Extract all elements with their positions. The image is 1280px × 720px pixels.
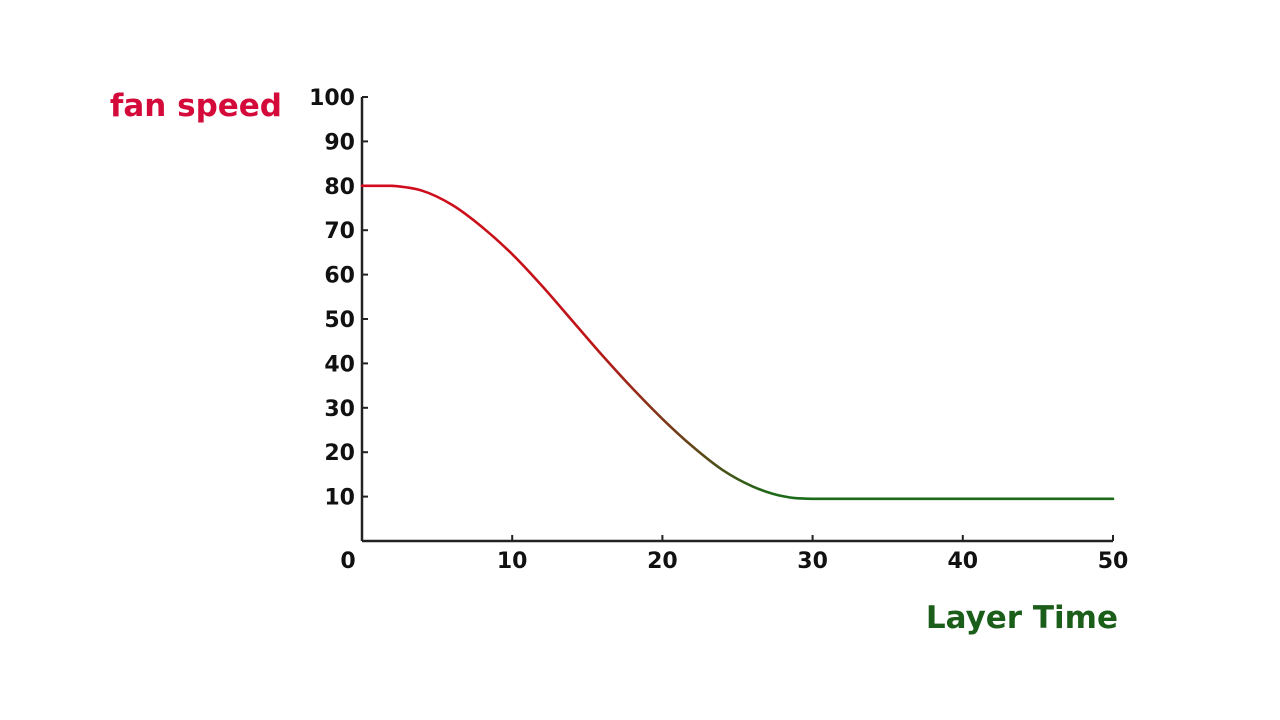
y-tick-label: 20 bbox=[324, 441, 355, 466]
y-axis-title: fan speed bbox=[110, 88, 282, 124]
y-tick-label: 90 bbox=[324, 130, 355, 155]
x-tick-label: 40 bbox=[947, 549, 978, 574]
y-tick-label: 100 bbox=[309, 86, 355, 111]
y-tick-label: 10 bbox=[324, 486, 355, 511]
y-tick-label: 60 bbox=[324, 264, 355, 289]
x-tick-label: 10 bbox=[497, 549, 528, 574]
x-axis-title: Layer Time bbox=[926, 600, 1118, 636]
y-tick-label: 70 bbox=[324, 219, 355, 244]
x-tick-label: 50 bbox=[1098, 549, 1129, 574]
y-tick-label: 80 bbox=[324, 175, 355, 200]
x-tick-label: 30 bbox=[797, 549, 828, 574]
fan-speed-curve bbox=[360, 184, 1115, 501]
y-tick-label: 30 bbox=[324, 397, 355, 422]
y-tick-label: 40 bbox=[324, 352, 355, 377]
x-tick-label: 20 bbox=[647, 549, 678, 574]
y-tick-label: 50 bbox=[324, 308, 355, 333]
x-tick-label: 0 bbox=[340, 549, 355, 574]
